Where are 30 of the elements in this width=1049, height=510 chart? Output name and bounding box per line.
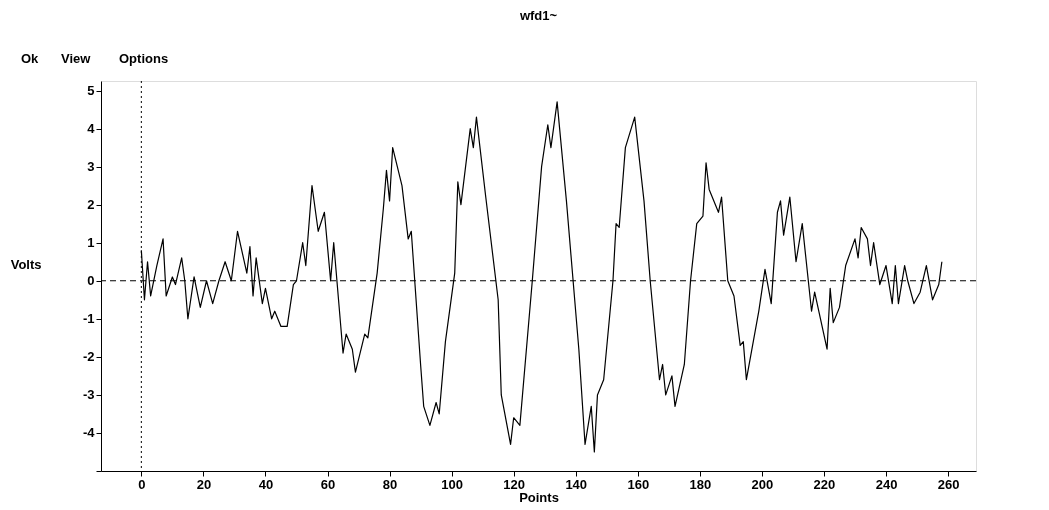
y-tick-label: -4: [82, 425, 96, 441]
y-tick-label: 5: [87, 83, 95, 99]
x-axis-title: Points: [519, 489, 559, 505]
y-axis-title: Volts: [10, 256, 42, 272]
y-tick-label: 0: [87, 273, 95, 289]
text: Ok: [21, 51, 40, 66]
y-tick-label: 4: [87, 121, 96, 137]
x-tick-label: 100: [441, 476, 463, 492]
x-tick-label: 160: [627, 476, 650, 492]
x-tick-label: 60: [320, 476, 336, 492]
y-tick-label: -2: [82, 349, 95, 365]
y-tick-label: 2: [87, 197, 95, 213]
x-tick-label: 80: [382, 476, 398, 492]
x-tick-label: 200: [751, 476, 774, 492]
x-tick-label: 20: [196, 476, 212, 492]
x-tick-label: 260: [937, 476, 960, 492]
x-tick-label: 180: [689, 476, 712, 492]
y-tick-label: 3: [87, 159, 95, 175]
text: View: [61, 51, 92, 66]
x-tick-label: 140: [565, 476, 588, 492]
x-tick-label: 40: [258, 476, 274, 492]
x-tick-label: 120: [503, 476, 526, 492]
y-tick-label: -3: [82, 387, 95, 403]
x-tick-label: 0: [138, 476, 146, 492]
y-tick-label: 1: [87, 235, 95, 251]
text: Options: [119, 51, 169, 66]
x-tick-label: 220: [813, 476, 836, 492]
chart-title: wfd1~: [518, 8, 558, 23]
x-tick-label: 240: [875, 476, 898, 492]
y-tick-label: -1: [82, 311, 95, 327]
